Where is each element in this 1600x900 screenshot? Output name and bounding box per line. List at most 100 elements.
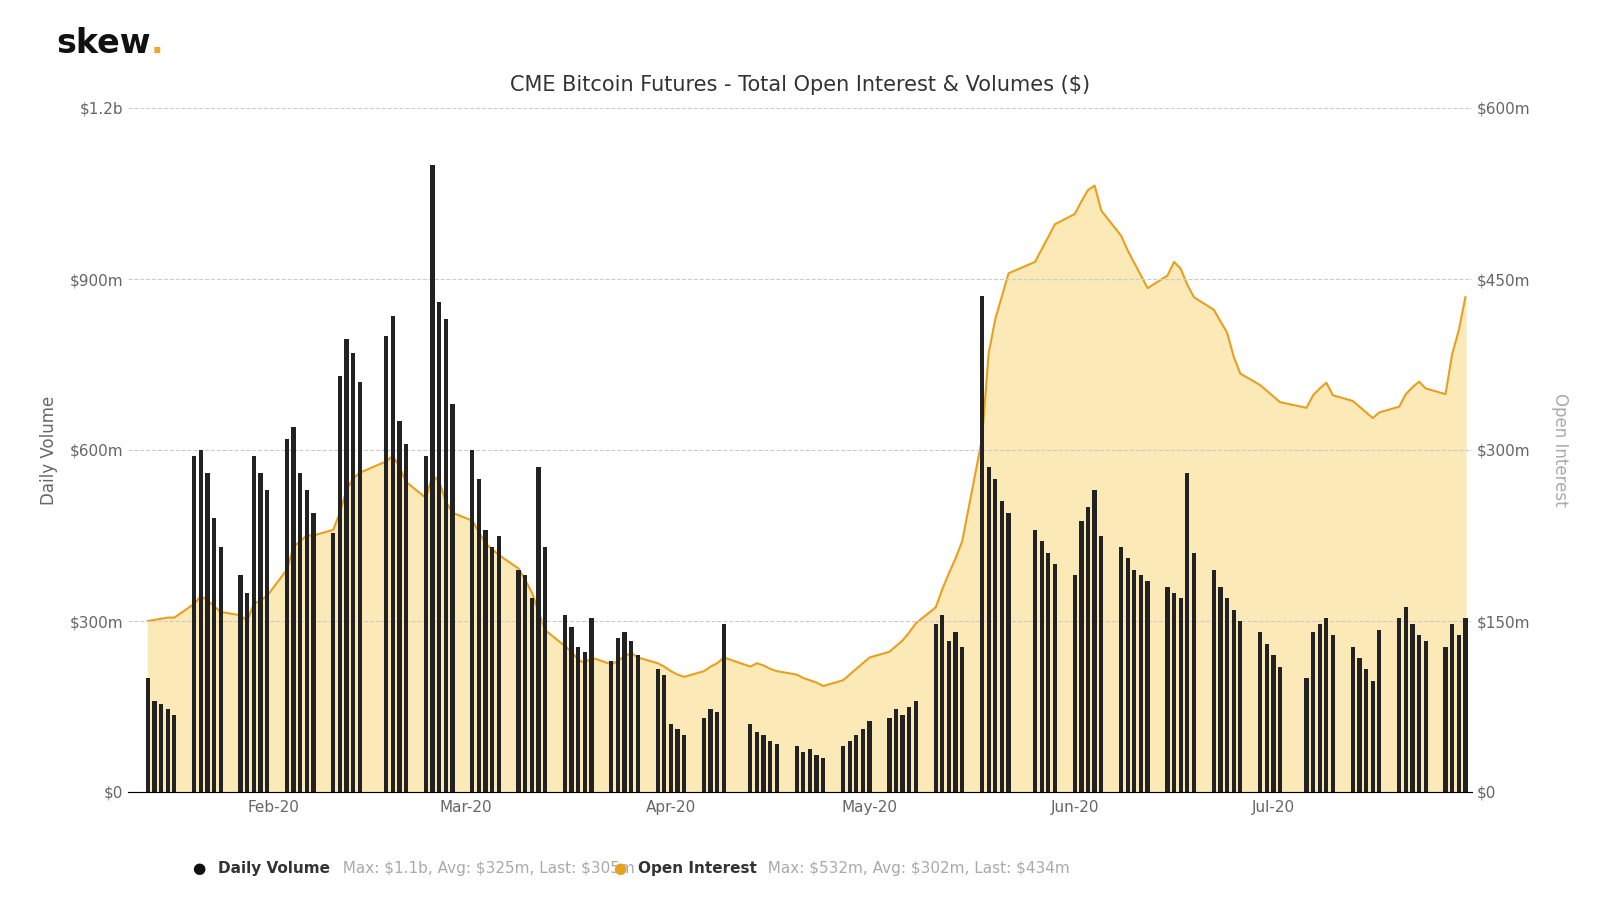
- Bar: [1304, 678, 1309, 792]
- Bar: [933, 624, 938, 792]
- Bar: [629, 641, 634, 792]
- Text: ●: ●: [613, 861, 626, 876]
- Bar: [1272, 655, 1275, 792]
- Bar: [245, 592, 250, 792]
- Bar: [1165, 587, 1170, 792]
- Bar: [1226, 598, 1229, 792]
- Bar: [749, 724, 752, 792]
- Bar: [523, 575, 528, 792]
- Bar: [211, 518, 216, 792]
- Bar: [350, 353, 355, 792]
- Bar: [470, 450, 475, 792]
- Bar: [344, 338, 349, 792]
- Bar: [198, 450, 203, 792]
- Bar: [390, 316, 395, 792]
- Bar: [1086, 507, 1090, 792]
- Bar: [1139, 575, 1142, 792]
- Bar: [1146, 581, 1150, 792]
- Bar: [490, 547, 494, 792]
- Bar: [1357, 658, 1362, 792]
- Bar: [702, 718, 706, 792]
- Bar: [979, 296, 984, 792]
- Bar: [768, 741, 773, 792]
- Bar: [570, 626, 574, 792]
- Bar: [894, 709, 898, 792]
- Bar: [1232, 609, 1235, 792]
- Bar: [1424, 641, 1427, 792]
- Bar: [258, 472, 262, 792]
- Bar: [861, 729, 866, 792]
- Bar: [1403, 607, 1408, 792]
- Bar: [542, 547, 547, 792]
- Bar: [610, 661, 613, 792]
- Bar: [1278, 667, 1282, 792]
- Bar: [1133, 570, 1136, 792]
- Bar: [635, 655, 640, 792]
- Bar: [994, 479, 997, 792]
- Bar: [802, 752, 805, 792]
- Text: Open Interest: Open Interest: [638, 861, 757, 876]
- Text: ●: ●: [192, 861, 205, 876]
- Bar: [331, 533, 336, 792]
- Bar: [1456, 635, 1461, 792]
- Bar: [622, 633, 627, 792]
- Bar: [152, 701, 157, 792]
- Bar: [298, 472, 302, 792]
- Bar: [1443, 646, 1448, 792]
- Bar: [1072, 575, 1077, 792]
- Bar: [774, 743, 779, 792]
- Text: .: .: [150, 27, 163, 60]
- Bar: [1363, 670, 1368, 792]
- Bar: [675, 729, 680, 792]
- Bar: [842, 746, 845, 792]
- Bar: [285, 438, 290, 792]
- Bar: [357, 382, 362, 792]
- Bar: [312, 513, 315, 792]
- Text: Daily Volume: Daily Volume: [218, 861, 330, 876]
- Bar: [1238, 621, 1243, 792]
- Bar: [450, 404, 454, 792]
- Bar: [709, 709, 712, 792]
- Text: Max: $1.1b, Avg: $325m, Last: $305m: Max: $1.1b, Avg: $325m, Last: $305m: [333, 861, 635, 876]
- Bar: [437, 302, 442, 792]
- Bar: [1118, 547, 1123, 792]
- Bar: [1040, 541, 1043, 792]
- Bar: [483, 530, 488, 792]
- Bar: [1179, 598, 1182, 792]
- Bar: [205, 472, 210, 792]
- Bar: [616, 638, 621, 792]
- Bar: [1317, 624, 1322, 792]
- Bar: [722, 624, 726, 792]
- Bar: [582, 652, 587, 792]
- Bar: [304, 490, 309, 792]
- Bar: [1310, 633, 1315, 792]
- Bar: [795, 746, 798, 792]
- Bar: [1378, 630, 1381, 792]
- Bar: [443, 319, 448, 792]
- Bar: [1218, 587, 1222, 792]
- Bar: [848, 741, 851, 792]
- Bar: [238, 575, 243, 792]
- Bar: [901, 715, 904, 792]
- Bar: [1000, 501, 1005, 792]
- Bar: [669, 724, 674, 792]
- Bar: [192, 455, 197, 792]
- Bar: [403, 445, 408, 792]
- Bar: [762, 735, 766, 792]
- Bar: [1080, 521, 1083, 792]
- Bar: [947, 641, 950, 792]
- Bar: [1410, 624, 1414, 792]
- Bar: [1258, 633, 1262, 792]
- Bar: [907, 706, 912, 792]
- Bar: [1418, 635, 1421, 792]
- Bar: [941, 616, 944, 792]
- Bar: [496, 536, 501, 792]
- Bar: [1186, 472, 1189, 792]
- Bar: [1371, 680, 1374, 792]
- Bar: [662, 675, 667, 792]
- Bar: [954, 633, 958, 792]
- Bar: [1171, 592, 1176, 792]
- Bar: [682, 735, 686, 792]
- Bar: [536, 467, 541, 792]
- Bar: [424, 455, 429, 792]
